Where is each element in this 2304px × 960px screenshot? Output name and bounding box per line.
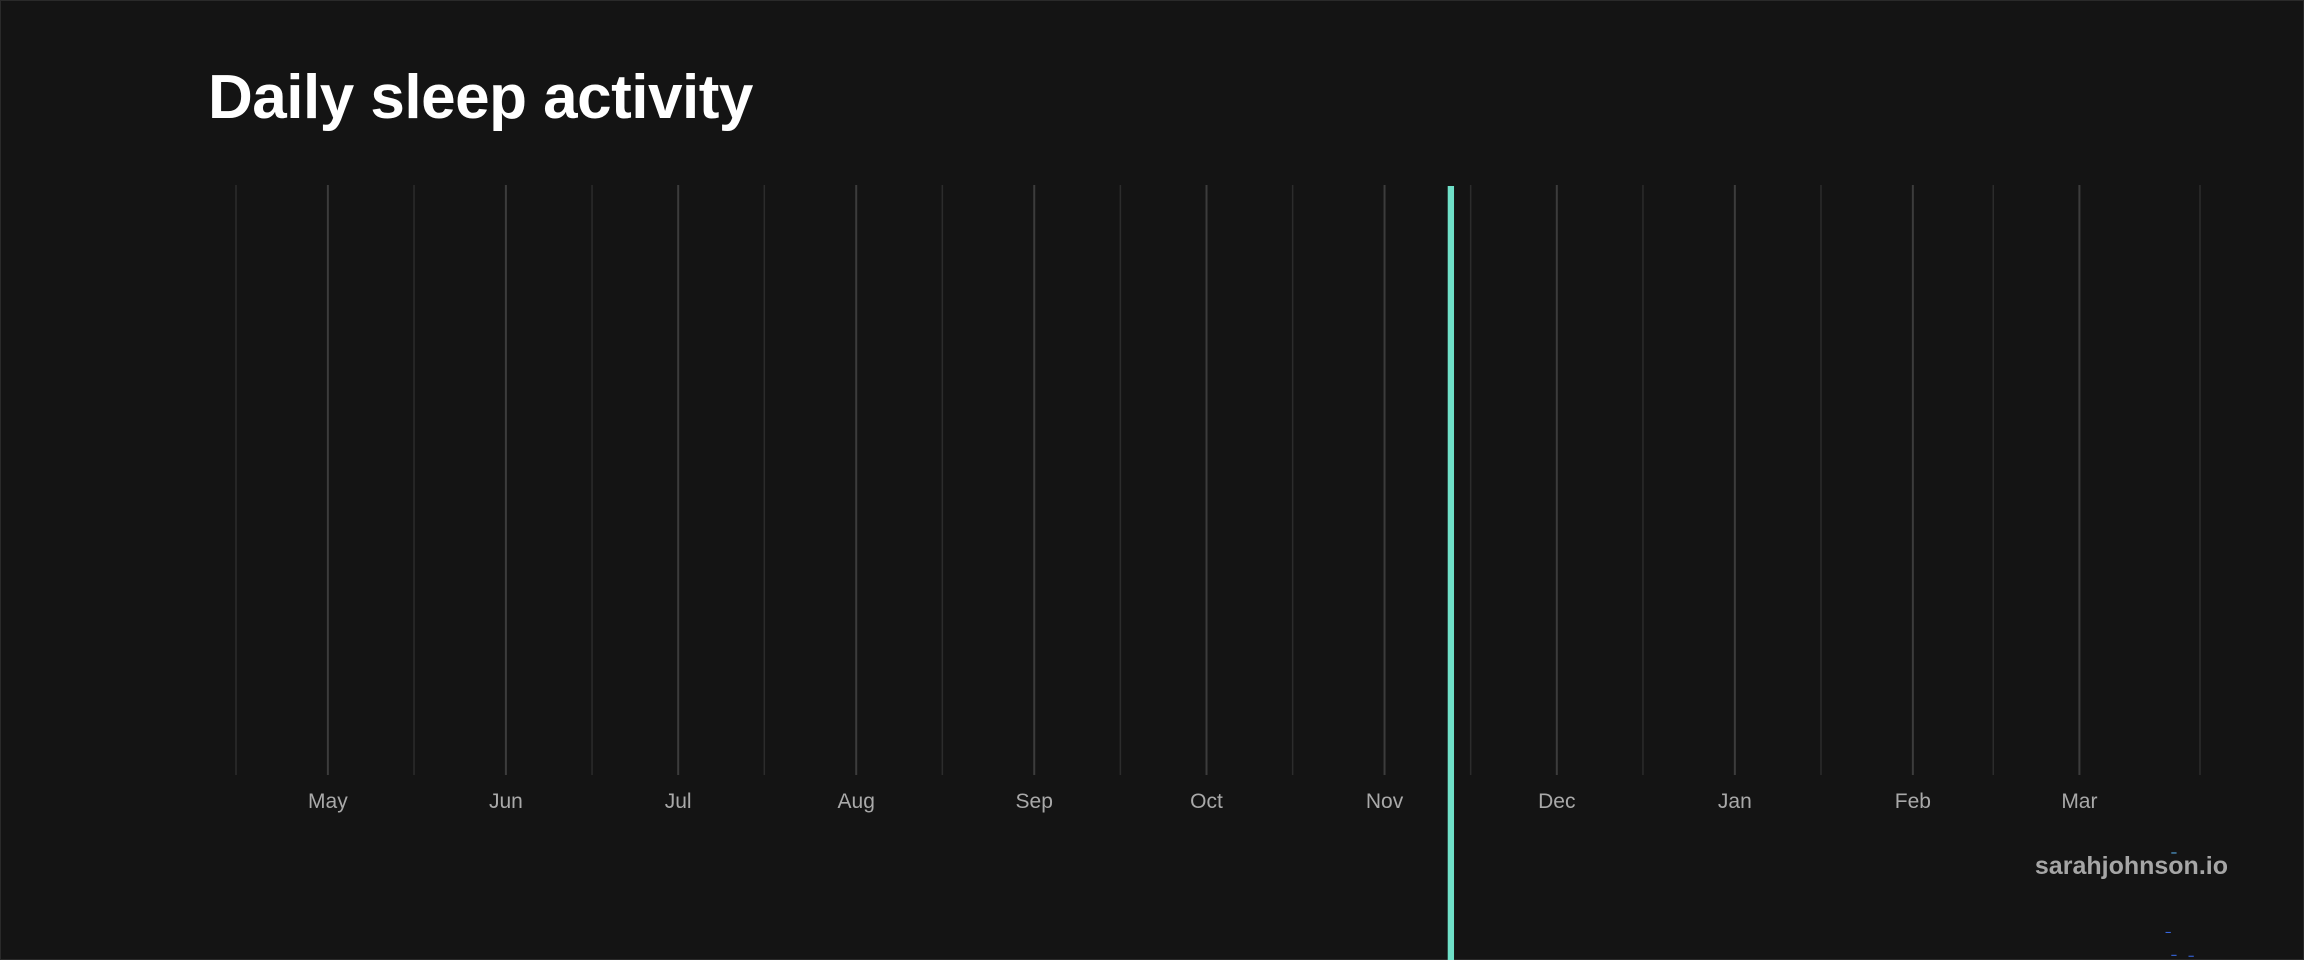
x-tick-label: Oct — [1190, 790, 1223, 813]
awake-bar — [1447, 186, 1455, 960]
x-tick-label: Nov — [1366, 790, 1404, 813]
x-tick-label: Aug — [838, 790, 875, 813]
x-axis-labels: May Jun Jul Aug Sep Oct Nov Dec Jan Feb Mar — [308, 790, 2097, 813]
x-tick-label: Mar — [2061, 790, 2097, 813]
chart-title: Daily sleep activity — [208, 63, 753, 132]
x-tick-label: Feb — [1895, 790, 1931, 813]
sleep-bars — [1447, 186, 2194, 960]
sleep-segment — [2171, 954, 2177, 956]
x-tick-label: Jan — [1718, 790, 1752, 813]
sleep-segment — [2171, 852, 2177, 854]
x-tick-label: Jun — [489, 790, 523, 813]
sleep-segment — [2165, 931, 2171, 933]
footer-credit: sarahjohnson.io — [2034, 852, 2228, 880]
x-tick-label: Sep — [1016, 790, 1053, 813]
x-tick-label: Dec — [1538, 790, 1575, 813]
grid — [235, 185, 2201, 775]
x-tick-label: May — [308, 790, 348, 813]
x-tick-label: Jul — [665, 790, 692, 813]
sleep-segment — [2188, 955, 2194, 957]
